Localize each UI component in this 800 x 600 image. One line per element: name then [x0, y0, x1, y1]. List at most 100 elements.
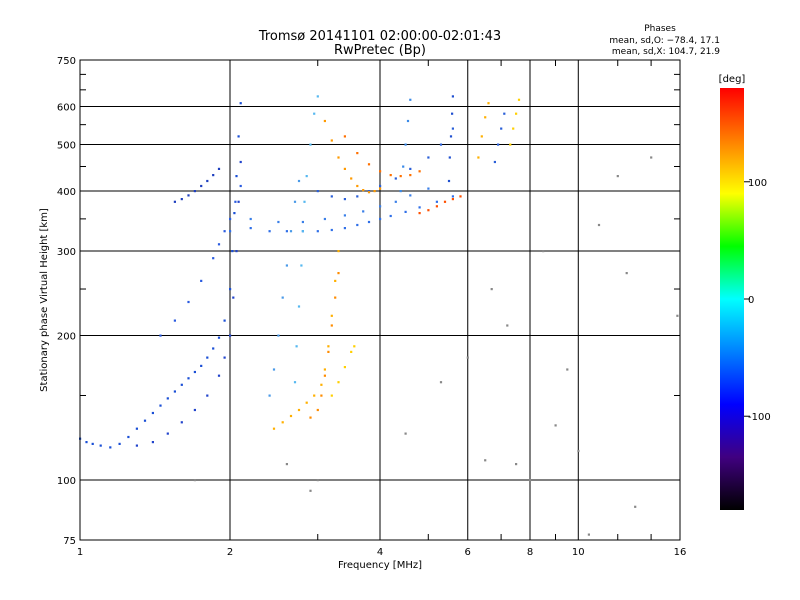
data-point: [143, 419, 147, 422]
data-point: [427, 156, 430, 159]
data-point: [173, 390, 176, 393]
data-point: [109, 446, 112, 449]
data-point: [135, 444, 138, 447]
data-point: [373, 190, 376, 193]
data-point: [193, 190, 196, 193]
data-point: [443, 200, 447, 203]
data-point: [313, 394, 316, 397]
chart-title: Tromsø 20141101 02:00:00-02:01:43: [258, 29, 501, 44]
data-point: [316, 190, 319, 193]
data-point: [367, 220, 371, 224]
data-point: [99, 444, 102, 447]
data-point: [330, 394, 333, 397]
data-point: [448, 156, 451, 159]
data-point: [566, 368, 569, 371]
plot-frame: [79, 59, 681, 541]
y-tick-label: 400: [57, 187, 76, 198]
data-point: [305, 401, 308, 404]
data-point: [497, 143, 500, 146]
data-point: [327, 345, 330, 348]
data-point: [418, 206, 421, 209]
data-point: [597, 223, 601, 227]
data-point: [362, 189, 365, 192]
data-point: [239, 102, 242, 105]
data-point: [334, 296, 337, 299]
data-point: [427, 209, 430, 212]
data-point: [379, 187, 382, 190]
data-point: [409, 194, 412, 197]
data-point: [272, 427, 276, 430]
data-point: [439, 381, 443, 384]
data-point: [353, 345, 356, 348]
data-point: [293, 381, 297, 384]
data-point: [193, 408, 196, 412]
data-point: [356, 223, 359, 227]
grid: [79, 60, 681, 540]
data-point: [173, 200, 176, 203]
data-point: [135, 427, 138, 430]
x-tick-label: 6: [465, 547, 471, 558]
y-tick-label: 75: [63, 536, 76, 547]
x-tick-label: 2: [227, 547, 233, 558]
data-point: [389, 214, 392, 218]
data-point: [337, 272, 340, 275]
axis-ticks: 1 2 4 6 8 10 16 75 100 200 300 400 500 600 750: [57, 56, 686, 558]
x-tick-label: 8: [527, 547, 533, 558]
data-point: [404, 432, 407, 435]
data-point: [459, 195, 462, 198]
data-point: [229, 288, 232, 291]
data-point: [334, 279, 337, 282]
data-point: [281, 421, 284, 424]
data-point: [127, 435, 130, 439]
data-point: [451, 112, 454, 115]
data-point: [301, 230, 304, 233]
data-point: [477, 156, 480, 159]
data-point: [229, 334, 232, 337]
data-point: [379, 170, 382, 173]
data-point: [451, 95, 454, 98]
data-point: [676, 314, 679, 317]
data-point: [509, 143, 512, 146]
data-point: [484, 116, 487, 119]
data-point: [362, 210, 365, 213]
data-point: [180, 421, 183, 424]
data-point: [343, 366, 346, 369]
data-point: [300, 264, 303, 267]
data-point: [330, 228, 333, 232]
data-point: [490, 288, 493, 291]
data-point: [484, 459, 487, 462]
data-point: [309, 143, 312, 146]
data-point: [235, 175, 238, 178]
data-point: [151, 441, 154, 444]
data-point: [316, 408, 319, 412]
data-point: [447, 179, 451, 183]
data-point: [634, 505, 637, 508]
data-point: [323, 119, 326, 123]
data-point: [239, 160, 242, 164]
y-tick-label: 300: [57, 247, 76, 258]
data-point: [320, 394, 323, 397]
data-point: [343, 198, 346, 201]
data-point: [166, 432, 169, 435]
info-line-o: mean, sd,O: −78.4, 17.1: [609, 36, 720, 46]
data-point: [212, 347, 215, 350]
data-point: [85, 441, 88, 444]
x-tick-label: 16: [674, 547, 687, 558]
data-point: [118, 442, 121, 445]
data-point: [451, 127, 454, 130]
data-point: [223, 319, 226, 322]
data-point: [409, 167, 412, 170]
data-point: [323, 374, 326, 377]
data-point: [237, 135, 240, 138]
data-point: [217, 243, 221, 246]
data-point: [239, 184, 242, 188]
x-tick-label: 1: [77, 547, 83, 558]
data-point: [337, 250, 340, 253]
data-point: [577, 449, 580, 453]
data-point: [529, 479, 532, 482]
data-point: [268, 230, 271, 233]
data-point: [297, 179, 301, 183]
data-point: [295, 345, 298, 348]
data-point: [367, 191, 371, 194]
data-point: [515, 112, 518, 115]
